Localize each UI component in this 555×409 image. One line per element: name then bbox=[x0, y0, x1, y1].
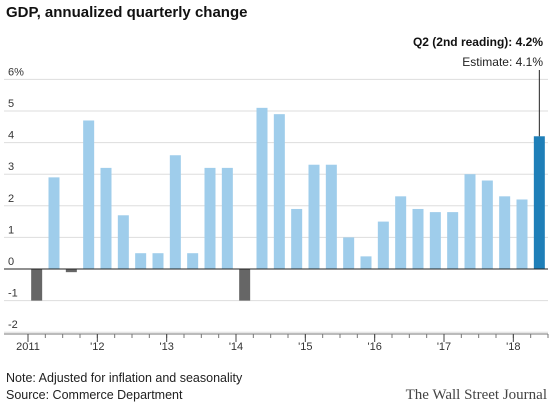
bar-2011-q1 bbox=[31, 269, 43, 301]
bar-2016-q1 bbox=[377, 221, 389, 269]
bar-2017-q3 bbox=[481, 180, 493, 269]
bar-2017-q4 bbox=[499, 196, 511, 269]
y-tick-label: 5 bbox=[8, 98, 14, 110]
bar-2016-q2 bbox=[395, 196, 407, 269]
y-tick-label: 0 bbox=[8, 256, 14, 268]
bar-2016-q4 bbox=[429, 212, 441, 269]
y-tick-label: 3 bbox=[8, 161, 14, 173]
bar-2012-q1 bbox=[100, 167, 112, 269]
bar-2012-q3 bbox=[135, 253, 147, 269]
note-text: Note: Adjusted for inflation and seasona… bbox=[6, 371, 243, 385]
bar-2014-q2 bbox=[256, 107, 268, 269]
bar-2013-q4 bbox=[221, 167, 233, 269]
bar-2015-q3 bbox=[343, 237, 355, 269]
x-tick-label: '18 bbox=[506, 341, 520, 353]
gdp-bar-chart: 6% 5 4 3 2 1 0 -1 -2 2011 '12 '13 '14 '15 '16 '17 '18 Q2… bbox=[4, 35, 549, 353]
bar-2011-q2 bbox=[48, 177, 60, 269]
x-tick-label: '12 bbox=[90, 341, 104, 353]
latest-annotation: Q2 (2nd reading): 4.2% Estimate: 4.1% bbox=[413, 35, 543, 137]
x-tick-label: '17 bbox=[437, 341, 451, 353]
bar-2015-q4 bbox=[360, 256, 372, 269]
annotation-value: 4.2% bbox=[516, 35, 544, 49]
bar-2014-q4 bbox=[291, 208, 303, 269]
bar-2014-q1 bbox=[239, 269, 251, 301]
bars bbox=[31, 107, 545, 301]
bar-2017-q2 bbox=[464, 174, 476, 269]
y-tick-label: 6% bbox=[8, 66, 24, 78]
publisher-brand: The Wall Street Journal bbox=[405, 387, 547, 403]
y-tick-label: 4 bbox=[8, 130, 14, 142]
bar-2018-q2 bbox=[533, 136, 545, 269]
chart-notes: Note: Adjusted for inflation and seasona… bbox=[6, 370, 242, 404]
bar-2013-q2 bbox=[187, 253, 199, 269]
bar-2011-q4 bbox=[83, 120, 95, 269]
y-tick-label: 2 bbox=[8, 193, 14, 205]
x-tick-label: '16 bbox=[367, 341, 381, 353]
annotation-label: Q2 (2nd reading): 4.2% bbox=[413, 35, 543, 49]
bar-2017-q1 bbox=[447, 212, 459, 269]
bar-2012-q4 bbox=[152, 253, 164, 269]
bar-2013-q3 bbox=[204, 167, 216, 269]
bar-2012-q2 bbox=[117, 215, 129, 269]
bar-2013-q1 bbox=[169, 155, 181, 269]
chart-title: GDP, annualized quarterly change bbox=[6, 4, 248, 21]
y-tick-label: -2 bbox=[8, 319, 18, 331]
bar-2014-q3 bbox=[273, 114, 285, 269]
x-tick-label: '14 bbox=[229, 341, 243, 353]
bar-2018-q1 bbox=[516, 199, 528, 269]
annotation-estimate: Estimate: 4.1% bbox=[462, 55, 543, 69]
x-tick-label: 2011 bbox=[16, 341, 40, 353]
axes: 6% 5 4 3 2 1 0 -1 -2 2011 '12 '13 '14 '15 '16 '17 '18 bbox=[4, 66, 549, 353]
annotation-prefix: Q2 (2nd reading): bbox=[413, 35, 516, 49]
bar-2015-q2 bbox=[325, 164, 337, 269]
y-tick-label: -1 bbox=[8, 288, 18, 300]
source-text: Source: Commerce Department bbox=[6, 388, 183, 402]
bar-2016-q3 bbox=[412, 208, 424, 269]
bar-2011-q3 bbox=[65, 269, 77, 273]
x-tick-label: '15 bbox=[298, 341, 312, 353]
y-tick-label: 1 bbox=[8, 224, 14, 236]
bar-2015-q1 bbox=[308, 164, 320, 269]
x-tick-label: '13 bbox=[159, 341, 173, 353]
